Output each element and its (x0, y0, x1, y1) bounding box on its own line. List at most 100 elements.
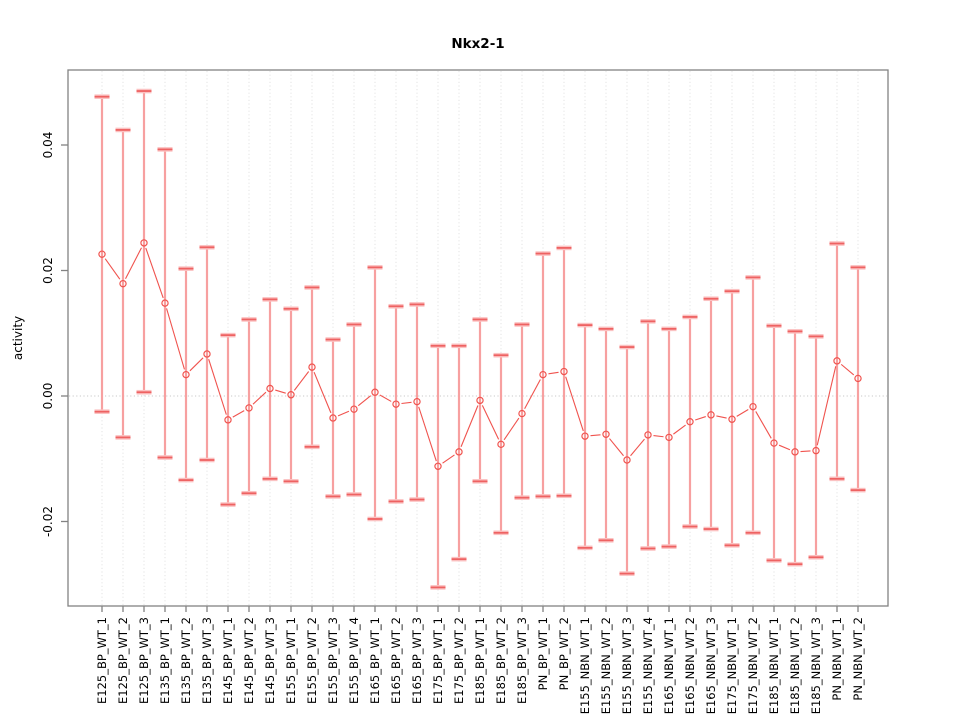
data-point (182, 370, 190, 379)
data-point (686, 418, 694, 426)
x-tick-label: E185_NBN_WT_2 (788, 617, 802, 714)
data-point (329, 414, 337, 422)
x-tick-label: E155_NBN_WT_2 (599, 617, 613, 714)
data-point (497, 440, 505, 449)
data-point (413, 397, 421, 406)
data-point (770, 439, 778, 447)
connector-line (503, 417, 520, 441)
x-tick-label: E155_BP_WT_4 (347, 617, 361, 704)
y-axis-label: activity (11, 316, 25, 360)
x-tick-label: E155_NBN_WT_3 (620, 617, 634, 714)
data-point (560, 367, 568, 376)
connector-line (816, 366, 837, 446)
x-tick-label: E155_BP_WT_1 (284, 617, 298, 704)
data-point (392, 400, 400, 408)
connector-line (293, 371, 310, 391)
data-point (707, 411, 715, 419)
data-point (854, 374, 862, 383)
data-point (245, 404, 253, 412)
connector-line (401, 401, 412, 405)
data-point (791, 448, 799, 456)
x-tick-label: E175_BP_WT_2 (452, 617, 466, 704)
x-tick-label: E165_BP_WT_3 (410, 617, 424, 704)
data-point (287, 391, 295, 399)
connector-line (252, 391, 267, 405)
connector-line (565, 376, 584, 432)
data-point (455, 448, 463, 456)
connector-line (524, 379, 541, 409)
connector-line (189, 357, 204, 372)
data-point (602, 430, 610, 438)
x-tick-label: E125_BP_WT_1 (95, 617, 109, 704)
data-point (476, 396, 484, 405)
connector-line (125, 247, 142, 280)
connector-line (548, 371, 559, 375)
connector-line (442, 454, 455, 464)
connector-line (673, 424, 686, 435)
connector-line (716, 415, 727, 419)
connector-line (755, 411, 772, 439)
connector-line (275, 389, 286, 394)
connector-line (653, 435, 664, 438)
data-point (539, 370, 547, 379)
x-tick-label: E185_BP_WT_3 (515, 617, 529, 704)
data-point (665, 433, 673, 442)
x-tick-label: E155_NBN_WT_1 (578, 617, 592, 714)
connector-line (208, 359, 227, 415)
x-tick-label: E175_NBN_WT_2 (746, 617, 760, 714)
x-tick-label: E165_NBN_WT_1 (662, 617, 676, 714)
data-point (749, 402, 757, 411)
x-tick-label: E185_NBN_WT_1 (767, 617, 781, 714)
data-point (728, 415, 736, 423)
data-point (434, 462, 442, 470)
data-point (350, 405, 358, 413)
data-point (308, 363, 316, 371)
data-point (581, 432, 589, 440)
data-point (161, 299, 169, 307)
x-tick-label: PN_NBN_WT_1 (830, 617, 844, 701)
y-tick-label: 0.04 (41, 132, 55, 159)
x-tick-label: E145_BP_WT_3 (263, 617, 277, 704)
connector-line (630, 438, 645, 457)
data-point (224, 416, 232, 424)
x-tick-label: E175_NBN_WT_1 (725, 617, 739, 714)
x-tick-label: E145_BP_WT_2 (242, 617, 256, 704)
connector-line (736, 409, 749, 417)
connector-line (104, 258, 121, 280)
x-tick-label: E125_BP_WT_3 (137, 617, 151, 704)
connector-line (590, 434, 601, 437)
data-point (119, 279, 127, 288)
x-tick-label: E185_NBN_WT_3 (809, 617, 823, 714)
connector-line (337, 410, 350, 417)
x-tick-label: E185_BP_WT_1 (473, 617, 487, 704)
connector-line (695, 416, 706, 421)
data-point (518, 409, 526, 418)
y-tick-label: -0.02 (41, 506, 55, 537)
plot-box (67, 69, 889, 607)
y-tick-label: 0.00 (41, 383, 55, 410)
connector-line (778, 444, 791, 451)
x-tick-label: PN_NBN_WT_2 (851, 617, 865, 701)
connector-line (357, 395, 372, 407)
x-tick-label: PN_BP_WT_2 (557, 617, 571, 690)
connector-line (460, 405, 479, 447)
x-tick-label: E135_BP_WT_2 (179, 617, 193, 704)
connector-line (840, 363, 855, 376)
data-point (203, 350, 211, 358)
x-tick-label: E165_NBN_WT_3 (704, 617, 718, 714)
x-tick-label: PN_BP_WT_1 (536, 617, 550, 690)
connector-line (313, 372, 332, 414)
x-tick-label: E165_NBN_WT_2 (683, 617, 697, 714)
connector-line (232, 410, 245, 418)
data-point (833, 357, 841, 365)
x-tick-label: E145_BP_WT_1 (221, 617, 235, 704)
data-point (623, 456, 631, 464)
data-point (371, 388, 379, 396)
x-tick-label: E155_BP_WT_2 (305, 617, 319, 704)
data-point (266, 384, 274, 393)
x-tick-label: E185_BP_WT_2 (494, 617, 508, 704)
data-point (644, 431, 652, 439)
connector-line (609, 438, 624, 457)
